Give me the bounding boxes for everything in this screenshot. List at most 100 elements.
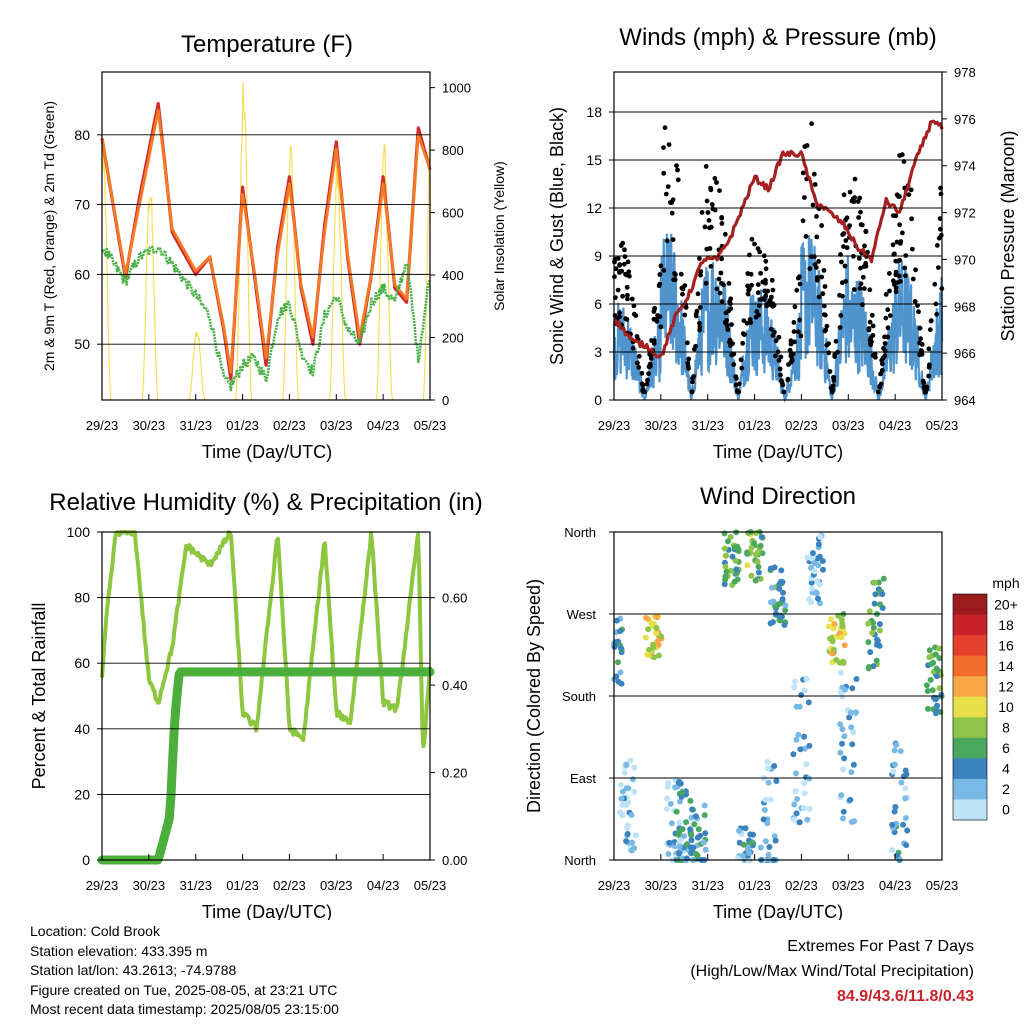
direction-point — [702, 830, 709, 837]
gust-point — [824, 323, 830, 329]
direction-point — [793, 703, 800, 710]
direction-point — [677, 798, 683, 805]
gust-point — [749, 282, 754, 288]
direction-point — [817, 534, 824, 540]
direction-point — [724, 538, 731, 545]
direction-point — [735, 546, 742, 552]
y-tick-label: 9 — [594, 248, 602, 264]
gust-point — [860, 302, 865, 308]
gust-point — [858, 265, 863, 271]
colorbar-label: 4 — [1002, 761, 1010, 777]
gust-point — [826, 350, 832, 356]
wind-direction-xlabel: Time (Day/UTC) — [713, 902, 843, 920]
gust-point — [800, 218, 806, 224]
y-tick-label: East — [570, 771, 596, 786]
gust-point — [791, 329, 797, 334]
recent-timestamp: Most recent data timestamp: 2025/08/05 2… — [30, 1001, 339, 1017]
gust-point — [794, 287, 800, 293]
direction-point — [893, 741, 900, 748]
direction-point — [758, 534, 765, 541]
wind-direction-panel: Wind Direction NorthEastSouthWestNorth29… — [524, 483, 1020, 920]
gust-point — [615, 256, 621, 261]
gust-point — [769, 294, 774, 300]
direction-point — [790, 751, 797, 758]
direction-point — [734, 576, 741, 583]
station-latlon: Station lat/lon: 43.2613; -74.9788 — [30, 962, 237, 978]
gust-point — [820, 291, 826, 297]
gust-point — [837, 292, 842, 298]
gust-point — [772, 329, 777, 335]
direction-point — [790, 816, 797, 823]
gust-point — [841, 244, 846, 250]
gust-point — [617, 262, 622, 268]
direction-point — [849, 685, 856, 692]
gust-point — [900, 230, 905, 236]
gust-point — [716, 276, 722, 282]
gust-point — [657, 272, 663, 277]
direction-point — [701, 812, 708, 819]
direction-point — [806, 596, 813, 603]
direction-point — [808, 579, 815, 586]
gust-point — [819, 223, 824, 228]
direction-point — [839, 726, 846, 733]
gust-point — [631, 303, 637, 309]
x-tick-label: 04/23 — [367, 878, 400, 893]
direction-point — [853, 676, 860, 682]
gust-point — [719, 221, 725, 226]
colorbar-label: 16 — [998, 637, 1014, 653]
gust-point — [897, 222, 902, 228]
direction-point — [840, 815, 846, 822]
gust-point — [860, 274, 866, 280]
gust-point — [665, 184, 671, 190]
y-tick-label: 964 — [954, 393, 976, 408]
direction-point — [776, 585, 783, 592]
gust-point — [870, 323, 876, 329]
direction-point — [613, 673, 620, 680]
direction-point — [667, 800, 674, 807]
direction-point — [676, 843, 683, 850]
gust-point — [918, 336, 923, 342]
direction-point — [767, 565, 774, 572]
x-tick-label: 01/23 — [226, 878, 259, 893]
direction-point — [665, 851, 672, 857]
gust-point — [765, 288, 770, 294]
gust-point — [709, 202, 715, 207]
gust-point — [621, 261, 627, 267]
direction-point — [761, 807, 768, 813]
gust-point — [814, 234, 820, 240]
x-tick-label: 03/23 — [320, 418, 353, 433]
gust-point — [763, 258, 769, 264]
direction-point — [870, 663, 877, 670]
direction-point — [623, 802, 630, 809]
gust-point — [759, 296, 765, 302]
gust-point — [910, 246, 915, 252]
gust-point — [810, 202, 816, 208]
direction-point — [618, 645, 625, 652]
gust-point — [809, 254, 814, 259]
direction-point — [817, 600, 823, 607]
direction-point — [891, 747, 898, 754]
gust-point — [725, 327, 731, 332]
gust-point — [885, 307, 891, 313]
direction-point — [679, 826, 686, 833]
gust-point — [741, 332, 747, 337]
direction-point — [865, 639, 872, 646]
gust-point — [926, 373, 932, 379]
direction-point — [840, 766, 846, 773]
direction-point — [833, 656, 840, 663]
gust-point — [770, 287, 776, 293]
gust-point — [851, 199, 857, 205]
y-tick-label: North — [564, 853, 596, 868]
direction-point — [850, 761, 857, 768]
direction-point — [782, 602, 789, 609]
gust-point — [639, 381, 645, 387]
direction-point — [752, 577, 759, 584]
x-tick-label: 02/23 — [273, 418, 306, 433]
gust-point — [934, 243, 940, 248]
temperature-xlabel: Time (Day/UTC) — [202, 442, 332, 462]
direction-point — [871, 579, 878, 586]
direction-point — [688, 837, 695, 844]
direction-point — [624, 825, 631, 831]
direction-point — [839, 740, 845, 747]
gust-point — [899, 152, 905, 158]
